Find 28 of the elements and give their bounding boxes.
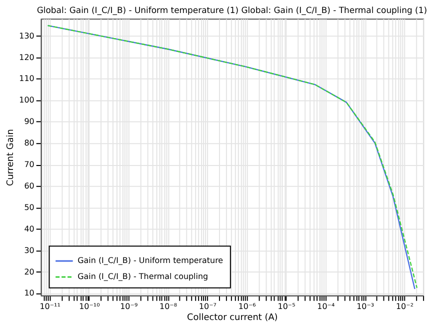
x-tick-label: 10⁻⁹ — [120, 302, 138, 311]
legend-label: Gain (I_C/I_B) - Thermal coupling — [78, 272, 208, 281]
y-tick-label: 90 — [24, 117, 34, 126]
y-tick-label: 70 — [24, 160, 34, 170]
x-tick-label: 10⁻⁴ — [317, 302, 335, 311]
y-tick-label: 120 — [19, 52, 34, 62]
chart-title: Global: Gain (I_C/I_B) - Uniform temperature (1) Global: Gain (I_C/I_B) - Thermal coupling (1) — [36, 5, 428, 16]
x-tick-label: 10⁻¹¹ — [40, 302, 60, 311]
x-tick-label: 10⁻⁷ — [198, 302, 216, 311]
y-tick-label: 130 — [19, 31, 34, 40]
y-tick-label: 60 — [24, 181, 34, 190]
x-axis-title: Collector current (A) — [187, 312, 278, 323]
legend-label: Gain (I_C/I_B) - Uniform temperature — [78, 256, 224, 266]
x-tick-label: 10⁻² — [396, 302, 414, 311]
y-tick-label: 20 — [24, 267, 34, 276]
y-tick-label: 80 — [24, 138, 34, 148]
y-tick-label: 100 — [19, 96, 34, 105]
y-tick-label: 50 — [24, 202, 34, 212]
x-tick-label: 10⁻⁶ — [238, 302, 256, 311]
y-tick-label: 10 — [24, 288, 34, 298]
y-axis-title: Current Gain — [6, 129, 16, 186]
x-tick-label: 10⁻⁸ — [160, 302, 178, 311]
x-tick-label: 10⁻¹⁰ — [79, 302, 100, 311]
y-tick-label: 40 — [24, 224, 34, 234]
y-tick-label: 30 — [24, 246, 34, 255]
x-tick-label: 10⁻⁵ — [278, 302, 296, 311]
y-tick-label: 110 — [19, 74, 34, 84]
x-tick-label: 10⁻³ — [356, 302, 374, 311]
